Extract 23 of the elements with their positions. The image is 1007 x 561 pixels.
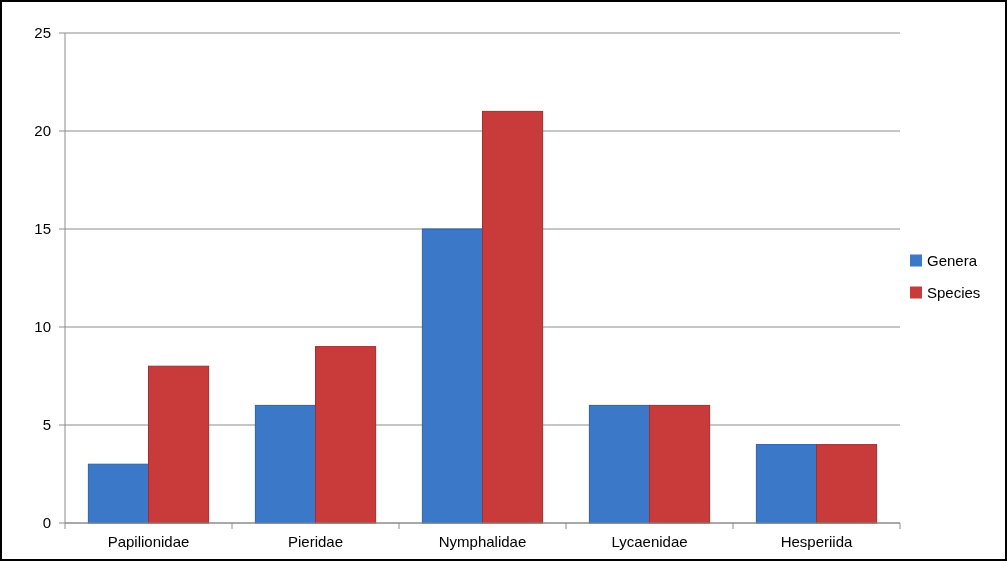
y-tick-label: 5 <box>42 416 51 434</box>
bar <box>315 346 377 524</box>
x-tick-label: Hesperiida <box>780 533 853 550</box>
y-tick-label: 10 <box>34 318 51 336</box>
bar <box>421 228 483 524</box>
bar <box>87 463 149 524</box>
bar <box>755 444 817 524</box>
bar <box>482 110 544 524</box>
bar <box>588 404 650 524</box>
y-tick-label: 25 <box>34 24 51 42</box>
y-tick-label: 0 <box>42 514 51 532</box>
x-tick-label: Pieridae <box>287 533 344 550</box>
x-tick-label: Lycaenidae <box>611 533 688 550</box>
bar <box>649 404 711 524</box>
bar <box>148 365 210 524</box>
y-tick-label: 15 <box>34 220 51 238</box>
x-tick-label: Nymphalidae <box>438 533 527 550</box>
y-tick-label: 20 <box>34 122 51 140</box>
bar <box>816 444 878 524</box>
bar <box>254 404 316 524</box>
legend-label: Species <box>927 283 981 301</box>
legend-label: Genera <box>927 251 978 269</box>
x-tick-label: Papilionidae <box>107 533 190 550</box>
